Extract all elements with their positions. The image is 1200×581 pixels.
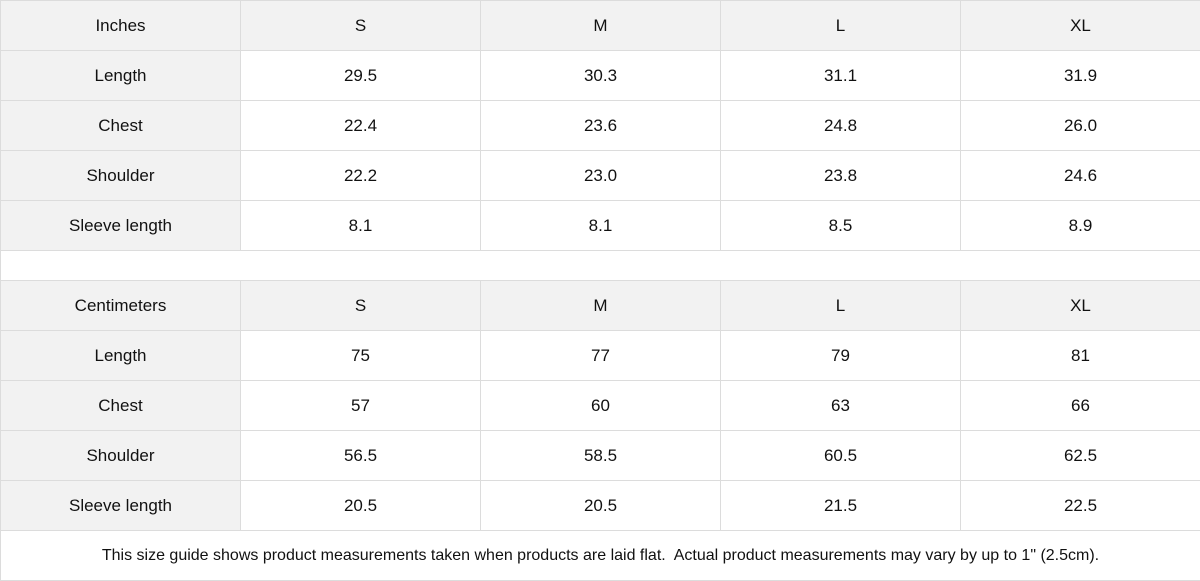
measurement-label: Sleeve length — [1, 481, 241, 531]
table-cell: 23.8 — [721, 151, 961, 201]
size-header: M — [481, 1, 721, 51]
size-header: L — [721, 1, 961, 51]
table-cell: 21.5 — [721, 481, 961, 531]
measurement-label: Length — [1, 51, 241, 101]
table-cell: 77 — [481, 331, 721, 381]
table-cell: 22.4 — [241, 101, 481, 151]
size-header: S — [241, 1, 481, 51]
table-cell: 56.5 — [241, 431, 481, 481]
table-cell: 26.0 — [961, 101, 1200, 151]
table-cell: 8.1 — [481, 201, 721, 251]
measurement-label: Chest — [1, 101, 241, 151]
measurement-label: Sleeve length — [1, 201, 241, 251]
unit-header: Centimeters — [1, 281, 241, 331]
table-cell: 79 — [721, 331, 961, 381]
table-cell: 31.1 — [721, 51, 961, 101]
spacer-row — [1, 251, 1200, 281]
measurement-label: Length — [1, 331, 241, 381]
table-cell: 22.5 — [961, 481, 1200, 531]
table-cell: 30.3 — [481, 51, 721, 101]
table-cell: 81 — [961, 331, 1200, 381]
table-cell: 8.9 — [961, 201, 1200, 251]
table-cell: 20.5 — [241, 481, 481, 531]
table-cell: 22.2 — [241, 151, 481, 201]
size-header: S — [241, 281, 481, 331]
spacer — [1, 251, 1200, 281]
table-cell: 58.5 — [481, 431, 721, 481]
table-cell: 60.5 — [721, 431, 961, 481]
table-cell: 24.8 — [721, 101, 961, 151]
table-cell: 75 — [241, 331, 481, 381]
table-cell: 8.1 — [241, 201, 481, 251]
table-cell: 62.5 — [961, 431, 1200, 481]
table-cell: 23.6 — [481, 101, 721, 151]
table-cell: 20.5 — [481, 481, 721, 531]
size-header: M — [481, 281, 721, 331]
size-header: XL — [961, 1, 1200, 51]
table-cell: 23.0 — [481, 151, 721, 201]
table-cell: 24.6 — [961, 151, 1200, 201]
table-cell: 63 — [721, 381, 961, 431]
measurement-label: Shoulder — [1, 431, 241, 481]
measurement-label: Chest — [1, 381, 241, 431]
table-cell: 60 — [481, 381, 721, 431]
table-cell: 8.5 — [721, 201, 961, 251]
table-cell: 66 — [961, 381, 1200, 431]
measurement-label: Shoulder — [1, 151, 241, 201]
size-guide-note: This size guide shows product measuremen… — [1, 531, 1200, 581]
table-cell: 31.9 — [961, 51, 1200, 101]
unit-header: Inches — [1, 1, 241, 51]
size-header: L — [721, 281, 961, 331]
table-cell: 57 — [241, 381, 481, 431]
table-cell: 29.5 — [241, 51, 481, 101]
note-row: This size guide shows product measuremen… — [1, 531, 1200, 581]
size-header: XL — [961, 281, 1200, 331]
